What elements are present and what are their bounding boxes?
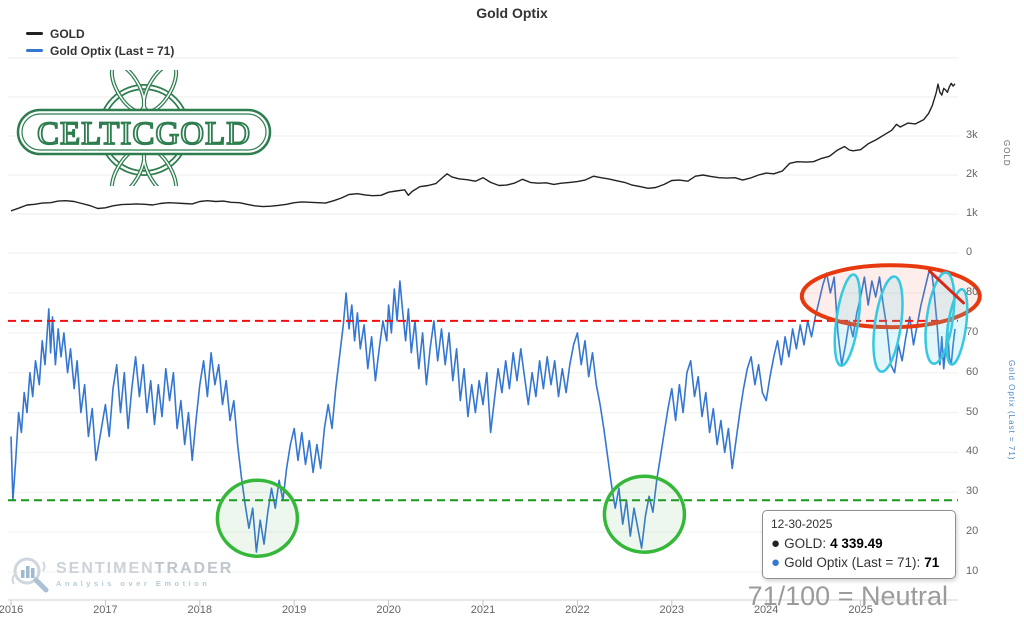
gold-ytick-label: 3k: [966, 129, 978, 141]
legend-label-gold: GOLD: [50, 26, 85, 41]
watermark-name: SENTIMENTRADER: [56, 560, 234, 577]
tooltip-row-gold: ● GOLD: 4 339.49: [771, 534, 947, 553]
cyan-ellipse-annotation: [945, 287, 969, 366]
optix-ytick-label: 40: [966, 445, 979, 458]
cyan-ellipse-annotation: [872, 275, 904, 373]
green-circle-annotation: [602, 474, 687, 554]
gold-ytick-label: 2k: [966, 168, 978, 180]
x-tick-label: 2024: [753, 604, 779, 616]
sentimentrader-logo-icon: [11, 557, 49, 593]
gold-axis-title: GOLD: [1002, 140, 1011, 167]
tooltip-date: 12-30-2025: [771, 517, 833, 531]
green-circle-annotation: [215, 478, 300, 558]
x-tick-label: 2018: [187, 604, 213, 616]
optix-ytick-label: 60: [966, 365, 979, 378]
optix-ytick-label: 30: [966, 485, 979, 498]
gold-bullet-icon: ●: [771, 534, 781, 552]
gold-ytick-label: 1k: [966, 207, 978, 219]
optix-status-text: 71/100 = Neutral: [747, 581, 948, 611]
optix-ytick-label: 80: [966, 286, 979, 298]
watermark-tagline: Analysis over Emotion: [56, 579, 211, 588]
x-tick-label: 2023: [659, 604, 685, 616]
legend-item-optix[interactable]: Gold Optix (Last = 71): [26, 42, 174, 59]
tooltip-gold-label: GOLD:: [784, 536, 827, 551]
gold-price-line: [10, 82, 956, 212]
celticgold-logo: CELTICGOLD: [14, 62, 274, 198]
x-tick-label: 2019: [281, 604, 307, 616]
x-tick-label: 2020: [376, 604, 401, 616]
optix-ytick-label: 70: [966, 325, 979, 338]
tooltip-optix-value: 71: [924, 555, 940, 570]
sentimentrader-watermark: SENTIMENTRADER Analysis over Emotion: [10, 554, 233, 594]
cyan-ellipse-annotation: [833, 273, 862, 367]
tooltip-optix-label: Gold Optix (Last = 71):: [784, 555, 921, 570]
tooltip-row-optix: ● Gold Optix (Last = 71): 71: [771, 553, 947, 572]
x-tick-label: 2022: [565, 604, 590, 616]
legend: GOLD Gold Optix (Last = 71): [26, 25, 174, 59]
legend-item-gold[interactable]: GOLD: [26, 25, 174, 42]
optix-axis-title: Gold Optix (Last = 71): [1007, 360, 1016, 461]
tooltip: 12-30-2025 ● GOLD: 4 339.49 ● Gold Optix…: [762, 510, 956, 579]
optix-ytick-label: 10: [966, 564, 979, 577]
x-tick-label: 2021: [470, 604, 496, 616]
x-tick-label: 2017: [93, 604, 118, 616]
chart-title: Gold Optix: [476, 5, 548, 21]
legend-label-optix: Gold Optix (Last = 71): [50, 43, 175, 58]
optix-bullet-icon: ●: [771, 553, 781, 571]
x-tick-label: 2025: [848, 604, 873, 616]
optix-ytick-label: 50: [966, 405, 979, 418]
optix-ytick-label: 20: [966, 525, 979, 538]
tooltip-gold-value: 4 339.49: [830, 536, 883, 551]
celtic-knot-icon: CELTICGOLD: [16, 62, 272, 198]
x-tick-label: 2016: [0, 604, 24, 616]
logo-text: CELTICGOLD: [37, 116, 251, 152]
gold-line-swatch-icon: [26, 32, 43, 35]
optix-line-swatch-icon: [26, 49, 43, 52]
red-trend-line-annotation: [928, 269, 965, 305]
gold-ytick-label: 0: [966, 246, 973, 258]
